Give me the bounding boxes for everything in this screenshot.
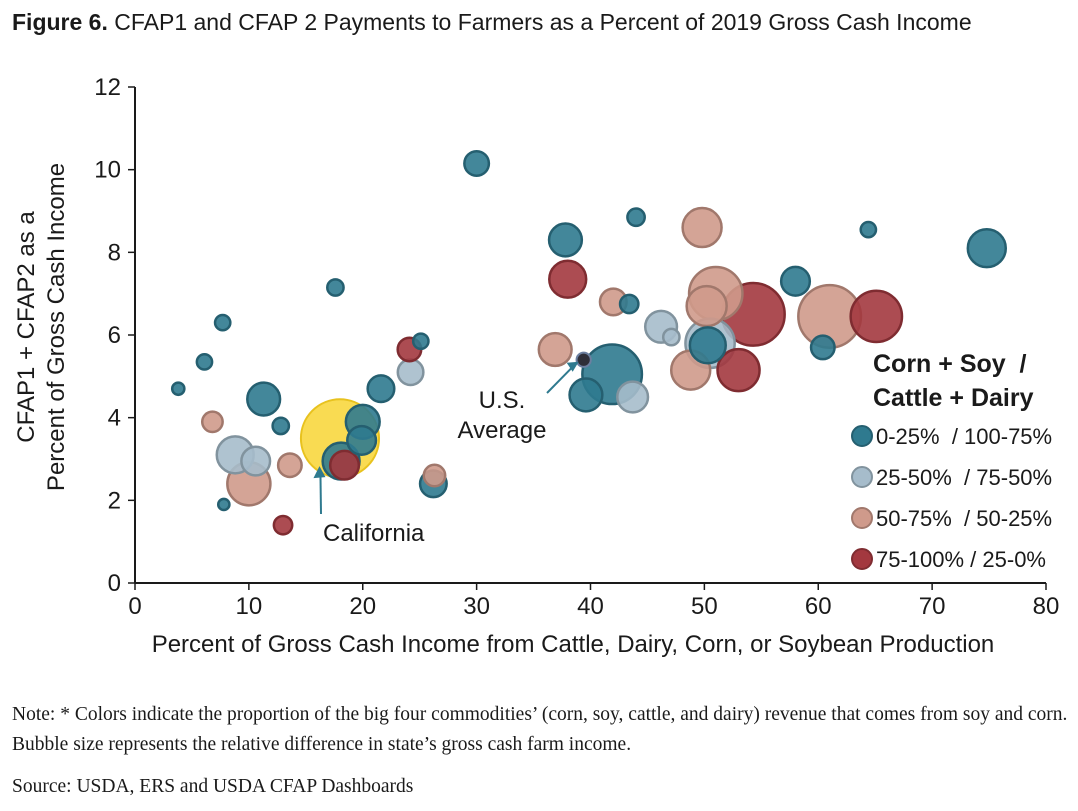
x-tick-label: 10 (236, 593, 263, 620)
data-bubble-c1 (568, 377, 604, 413)
legend-swatch-c1 (851, 425, 873, 447)
data-bubble-c3 (422, 463, 447, 488)
data-bubble-c1 (411, 332, 430, 351)
tick-layer: 0 10 20 30 40 50 60 70 80 0 2 4 6 8 10 12 (94, 74, 1059, 620)
california-label: California (323, 520, 425, 547)
data-bubble-c4 (849, 289, 904, 344)
data-bubble-c1 (326, 278, 345, 297)
x-tick-label: 0 (128, 593, 141, 620)
legend-title-line1: Corn + Soy / (873, 350, 1027, 378)
data-bubble-c1 (779, 265, 812, 297)
data-bubble-c4 (548, 259, 588, 299)
data-bubble-c3 (537, 331, 573, 368)
data-bubble-c4 (272, 514, 294, 536)
x-axis-label: Percent of Gross Cash Income from Cattle… (152, 631, 995, 658)
x-tick-label: 30 (463, 593, 490, 620)
y-tick-label: 8 (108, 239, 121, 266)
data-bubble-c4 (716, 347, 761, 393)
x-tick-label: 40 (577, 593, 604, 620)
figure-label: Figure 6. (12, 9, 108, 35)
figure-title-text: CFAP1 and CFAP 2 Payments to Farmers as … (114, 9, 972, 35)
california-arrowhead (313, 466, 326, 479)
y-tick-label: 12 (94, 74, 121, 101)
data-bubble-c1 (859, 220, 878, 239)
y-tick-label: 10 (94, 157, 121, 184)
chart-source: Source: USDA, ERS and USDA CFAP Dashboar… (12, 776, 414, 797)
chart-title: Figure 6. CFAP1 and CFAP 2 Payments to F… (12, 4, 1062, 41)
data-bubble-c2 (240, 445, 272, 477)
data-bubble-c1 (271, 416, 291, 436)
legend: Corn + Soy / Cattle + Dairy 0-25% / 100-… (851, 350, 1052, 572)
bubble-layer (170, 149, 1007, 536)
legend-label-c1: 0-25% / 100-75% (876, 424, 1052, 449)
data-bubble-c1 (463, 149, 491, 177)
x-tick-label: 20 (349, 593, 376, 620)
data-bubble-c1 (213, 313, 232, 332)
us-average-arrow-line (546, 364, 576, 394)
us-average-label-line1: U.S. (479, 387, 526, 414)
us-average-bubble (575, 351, 592, 368)
data-bubble-c3 (276, 452, 303, 479)
legend-title-line2: Cattle + Dairy (873, 384, 1034, 412)
data-bubble-c2 (396, 358, 425, 387)
x-tick-label: 50 (691, 593, 718, 620)
scatter-chart: 0 10 20 30 40 50 60 70 80 0 2 4 6 8 10 12 Percent of Gr… (13, 74, 1059, 658)
y-tick-label: 6 (108, 322, 121, 349)
annotation-layer: U.S. Average California (313, 361, 579, 547)
data-bubble-c1 (216, 497, 231, 512)
data-bubble-c3 (200, 410, 224, 434)
x-tick-label: 60 (805, 593, 832, 620)
x-tick-label: 70 (919, 593, 946, 620)
y-axis-label-line2: Percent of Gross Cash Income (43, 163, 70, 491)
legend-label-c2: 25-50% / 75-50% (876, 465, 1052, 490)
data-bubble-c1 (346, 424, 378, 456)
legend-swatch-c2 (851, 466, 873, 488)
california-arrow-line (319, 476, 322, 515)
y-tick-label: 4 (108, 405, 121, 432)
y-tick-label: 2 (108, 487, 121, 514)
data-bubble-c3 (681, 206, 723, 249)
us-average-label-line2: Average (458, 417, 547, 444)
data-bubble-c1 (246, 381, 282, 417)
legend-label-c3: 50-75% / 50-25% (876, 506, 1052, 531)
legend-swatch-c4 (851, 548, 873, 570)
data-bubble-c2 (661, 327, 681, 347)
chart-note: Note: * Colors indicate the proportion o… (12, 704, 1068, 755)
data-bubble-c1 (626, 207, 646, 228)
data-bubble-c1 (688, 326, 727, 365)
y-tick-label: 0 (108, 570, 121, 597)
x-tick-label: 80 (1033, 593, 1060, 620)
data-bubble-c1 (966, 227, 1007, 269)
data-bubble-c3 (685, 284, 728, 328)
us-average-arrowhead (566, 361, 579, 372)
data-bubble-c1 (170, 381, 186, 397)
data-bubble-c1 (618, 293, 640, 315)
legend-swatch-c3 (851, 507, 873, 529)
data-bubble-c1 (809, 334, 836, 361)
data-bubble-c1 (547, 222, 584, 258)
data-bubble-c2 (616, 380, 650, 414)
y-axis-label-line1: CFAP1 + CFAP2 as a (13, 211, 40, 443)
data-bubble-c4 (328, 449, 361, 481)
legend-label-c4: 75-100% / 25-0% (876, 547, 1046, 572)
data-bubble-c1 (366, 374, 396, 404)
data-bubble-c1 (195, 352, 214, 371)
